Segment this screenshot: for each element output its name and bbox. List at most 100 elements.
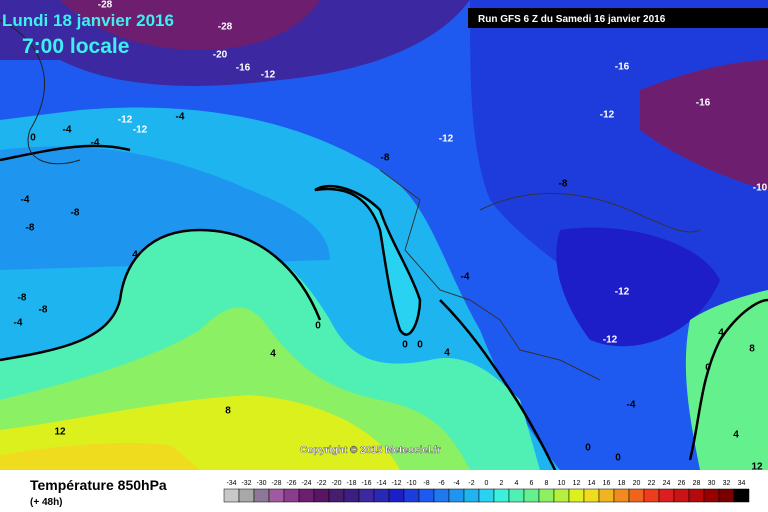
scale-swatch <box>373 488 390 503</box>
contour-label: -16 <box>236 63 251 74</box>
contour-label: 0 <box>30 133 36 144</box>
scale-swatch <box>268 488 285 503</box>
contour-label: 12 <box>54 427 66 438</box>
scale-label: -32 <box>241 480 251 487</box>
scale-swatch <box>493 488 510 503</box>
scale-label: 30 <box>708 480 716 487</box>
contour-label: -12 <box>261 70 276 81</box>
scale-swatch <box>718 488 735 503</box>
scale-label: -6 <box>438 480 444 487</box>
contour-label: 4 <box>733 430 739 441</box>
scale-swatch <box>583 488 600 503</box>
temperature-field <box>0 0 768 470</box>
scale-label: -10 <box>406 480 416 487</box>
scale-swatch <box>628 488 645 503</box>
contour-label: 12 <box>751 462 763 473</box>
contour-label: -8 <box>26 223 35 234</box>
contour-label: 0 <box>615 453 621 464</box>
contour-label: -12 <box>133 125 148 136</box>
contour-label: -4 <box>14 318 23 329</box>
scale-swatch <box>613 488 630 503</box>
scale-swatch <box>538 488 555 503</box>
scale-swatch <box>313 488 330 503</box>
scale-swatch <box>388 488 405 503</box>
contour-label: 0 <box>402 340 408 351</box>
scale-swatch <box>343 488 360 503</box>
contour-label: 0 <box>585 443 591 454</box>
contour-label: -20 <box>213 50 228 61</box>
contour-label: -16 <box>615 62 630 73</box>
copyright: Copyright © 2015 Meteociel.fr <box>300 445 441 456</box>
scale-label: 4 <box>515 480 519 487</box>
contour-label: 0 <box>315 321 321 332</box>
scale-swatch <box>238 488 255 503</box>
scale-swatch <box>673 488 690 503</box>
scale-swatch <box>508 488 525 503</box>
contour-label: -4 <box>176 112 185 123</box>
scale-swatch <box>298 488 315 503</box>
scale-swatch <box>703 488 720 503</box>
color-scale: -34 -32 -30 -28 -26 -24 -22 -20 -18 -16 -14 -12 -10-… <box>223 480 750 503</box>
contour-label: -10 <box>753 183 768 194</box>
scale-label: 26 <box>678 480 686 487</box>
scale-swatch <box>403 488 420 503</box>
scale-label: 8 <box>545 480 549 487</box>
scale-swatch <box>523 488 540 503</box>
scale-swatch <box>448 488 465 503</box>
scale-label: 14 <box>588 480 596 487</box>
contour-label: -8 <box>381 153 390 164</box>
scale-swatch <box>418 488 435 503</box>
scale-label: -26 <box>286 480 296 487</box>
scale-swatch <box>328 488 345 503</box>
scale-label: -20 <box>331 480 341 487</box>
scale-label: -12 <box>391 480 401 487</box>
scale-label: 10 <box>558 480 566 487</box>
run-box <box>468 8 768 28</box>
scale-swatch <box>688 488 705 503</box>
contour-label: -8 <box>559 179 568 190</box>
scale-label: -30 <box>256 480 266 487</box>
contour-label: -8 <box>18 293 27 304</box>
contour-labels: -28-28-20-16-12-16-16-12-12-12-40-4-4 -12… <box>14 0 768 473</box>
scale-label: -4 <box>453 480 459 487</box>
forecast-time: 7:00 locale <box>22 35 129 58</box>
contour-label: 4 <box>444 348 450 359</box>
scale-label: 0 <box>485 480 489 487</box>
contour-label: -4 <box>63 125 72 136</box>
contour-label: -8 <box>71 208 80 219</box>
scale-swatch <box>223 488 240 503</box>
scale-swatch <box>463 488 480 503</box>
contour-label: -12 <box>118 115 133 126</box>
scale-label: 6 <box>530 480 534 487</box>
lead-time: (+ 48h) <box>30 497 63 508</box>
scale-label: -8 <box>423 480 429 487</box>
scale-label: 34 <box>738 480 746 487</box>
scale-swatch <box>553 488 570 503</box>
contour-label: -16 <box>696 98 711 109</box>
scale-label: -24 <box>301 480 311 487</box>
scale-label: 16 <box>603 480 611 487</box>
contour-label: -12 <box>600 110 615 121</box>
contour-label: -8 <box>39 305 48 316</box>
field-title: Température 850hPa <box>30 477 167 493</box>
scale-label: 2 <box>500 480 504 487</box>
contour-label: 8 <box>749 344 755 355</box>
contour-label: 0 <box>705 363 711 374</box>
contour-label: -4 <box>627 400 636 411</box>
scale-label: 12 <box>573 480 581 487</box>
scale-swatch <box>433 488 450 503</box>
scale-label: -22 <box>316 480 326 487</box>
scale-label: 28 <box>693 480 701 487</box>
scale-swatch <box>643 488 660 503</box>
scale-label: -2 <box>468 480 474 487</box>
contour-label: 4 <box>132 250 138 261</box>
contour-label: -12 <box>603 335 618 346</box>
scale-swatch <box>358 488 375 503</box>
scale-label: -16 <box>361 480 371 487</box>
contour-label: 8 <box>225 406 231 417</box>
contour-label: 0 <box>417 340 423 351</box>
contour-label: -28 <box>98 0 113 11</box>
run-info: Run GFS 6 Z du Samedi 16 janvier 2016 <box>478 14 666 25</box>
scale-label: -18 <box>346 480 356 487</box>
